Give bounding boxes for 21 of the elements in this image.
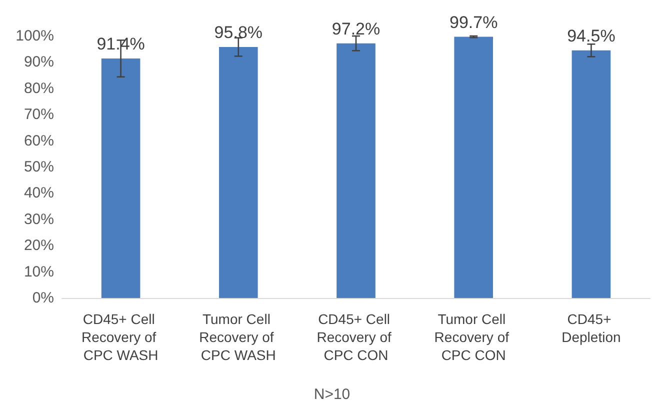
y-tick-label: 70% bbox=[24, 106, 54, 124]
y-tick-label: 100% bbox=[16, 28, 54, 44]
data-label: 97.2% bbox=[332, 19, 380, 38]
y-tick-label: 80% bbox=[24, 80, 54, 97]
data-label: 94.5% bbox=[567, 26, 616, 46]
y-tick-label: 10% bbox=[24, 263, 54, 280]
y-tick-label: 90% bbox=[24, 54, 54, 71]
x-tick-label: Tumor Cell Recovery of CPC WASH bbox=[199, 311, 278, 363]
y-tick-label: 30% bbox=[24, 210, 54, 228]
data-label: 99.7% bbox=[450, 12, 498, 32]
y-tick-label: 0% bbox=[32, 290, 54, 306]
x-tick-label: Tumor Cell Recovery of CPC CON bbox=[434, 311, 513, 363]
y-tick-label: 40% bbox=[24, 184, 54, 202]
y-tick-label: 50% bbox=[24, 158, 54, 176]
data-label: 95.8% bbox=[214, 23, 262, 42]
text: N>10 bbox=[314, 386, 350, 403]
x-tick-label: CD45+ Cell Recovery of CPC WASH bbox=[82, 311, 160, 363]
y-tick-label: 60% bbox=[24, 132, 54, 150]
x-tick-label: CD45+ Depletion bbox=[562, 311, 621, 345]
x-tick-label: CD45+ Cell Recovery of CPC CON bbox=[316, 311, 396, 363]
y-tick-label: 20% bbox=[24, 237, 54, 254]
